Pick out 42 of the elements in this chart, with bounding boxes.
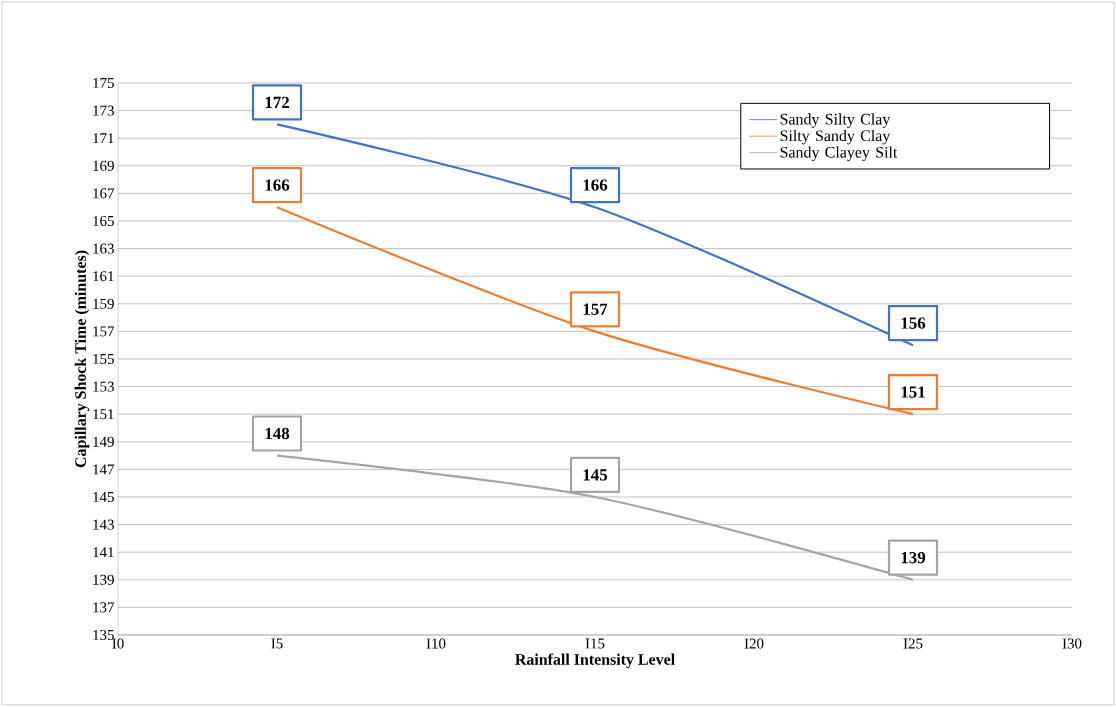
y-tick-label: 143 <box>93 519 114 530</box>
x-tick-label: I25 <box>903 638 923 649</box>
data-label: 139 <box>901 551 926 564</box>
y-tick-label: 175 <box>93 77 114 88</box>
y-tick-label: 135 <box>93 629 114 640</box>
x-axis-title: Rainfall Intensity Level <box>515 653 675 669</box>
data-label: 151 <box>901 386 925 398</box>
y-axis-title: Capillary Shock Time (minutes) <box>74 250 90 468</box>
y-tick-label: 169 <box>93 160 114 171</box>
y-tick-label: 155 <box>93 353 114 364</box>
data-label: 166 <box>583 179 608 191</box>
x-tick-label: I20 <box>744 638 764 649</box>
legend-label: Silty Sandy Clay <box>780 129 891 145</box>
data-label: 148 <box>265 427 290 440</box>
data-label: 172 <box>265 96 289 108</box>
y-tick-label: 139 <box>93 574 114 585</box>
y-tick-label: 147 <box>93 464 115 475</box>
y-tick-label: 149 <box>93 436 114 447</box>
y-tick-label: 145 <box>93 491 114 502</box>
y-tick-label: 173 <box>93 105 114 116</box>
y-tick-label: 141 <box>93 547 114 558</box>
x-tick-label: I5 <box>271 638 283 649</box>
data-label: 166 <box>265 179 290 191</box>
legend-label: Sandy Clayey Silt <box>780 146 898 161</box>
y-tick-label: 165 <box>93 215 114 226</box>
y-tick-label: 159 <box>93 298 114 309</box>
y-tick-label: 137 <box>93 602 115 613</box>
legend-label: Sandy Silty Clay <box>780 113 891 128</box>
y-tick-label: 171 <box>93 133 114 144</box>
x-tick-label: I15 <box>585 638 605 649</box>
y-tick-label: 157 <box>93 326 115 337</box>
data-label: 145 <box>583 469 608 481</box>
y-tick-label: 163 <box>93 243 114 254</box>
x-tick-label: I0 <box>112 638 124 649</box>
y-tick-label: 151 <box>93 409 114 420</box>
x-tick-label: I10 <box>426 638 446 649</box>
y-tick-label: 153 <box>93 381 114 392</box>
y-tick-label: 161 <box>93 271 114 282</box>
y-tick-label: 167 <box>93 188 115 199</box>
data-label: 157 <box>583 303 608 315</box>
data-label: 156 <box>901 317 926 329</box>
x-tick-label: I30 <box>1062 638 1082 649</box>
